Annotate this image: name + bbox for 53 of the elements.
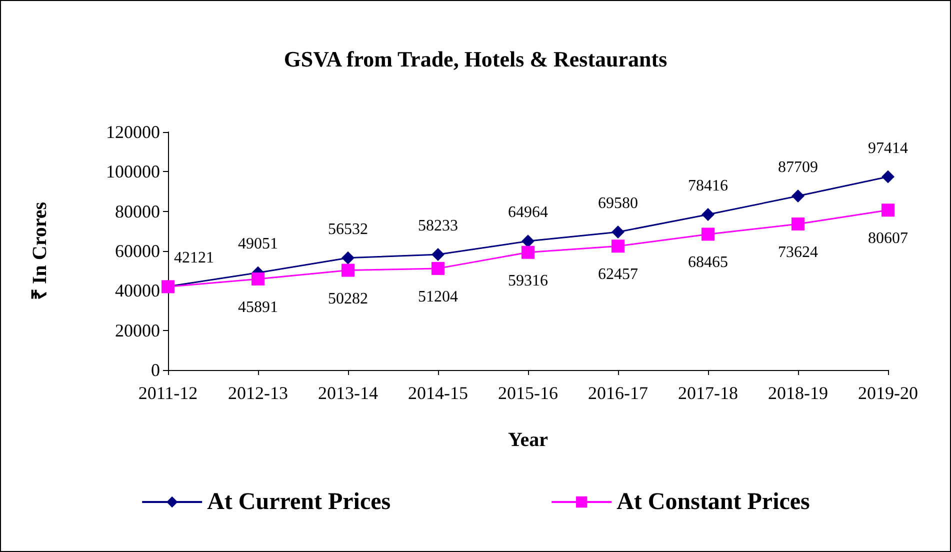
data-label: 59316 [508,272,548,290]
y-tick-label: 120000 [106,122,160,142]
point [702,208,714,221]
data-label: 80607 [868,230,908,248]
data-label: 64964 [508,204,548,222]
y-tick-label: 80000 [115,201,160,222]
data-label: 97414 [868,140,908,157]
x-tick-label: 2017-18 [678,383,738,403]
point [612,226,624,238]
data-label: 42121 [174,249,214,266]
y-tick-label: 0 [151,360,160,380]
x-tick-label: 2015-16 [498,383,558,403]
point [882,204,894,217]
y-tick-label: 100000 [106,162,160,182]
x-tick-label: 2011-12 [138,383,198,403]
x-axis-title: Year [508,429,548,451]
point [342,264,354,277]
point [792,217,804,230]
data-label: 58233 [418,218,458,235]
x-tick-label: 2012-13 [228,383,288,403]
data-label: 56532 [328,220,368,238]
data-label: 50282 [328,290,368,308]
data-label: 78416 [688,177,728,194]
x-tick-label: 2018-19 [768,383,828,403]
legend-label: At Current Prices [207,489,391,515]
data-label: 73624 [778,244,818,261]
x-tick-label: 2019-20 [858,383,918,403]
data-label: 62457 [598,266,638,284]
data-label: 68465 [688,254,728,272]
point [792,190,804,203]
y-axis-title: ₹ In Crores [29,202,51,300]
x-tick-label: 2016-17 [588,383,648,403]
y-tick-label: 60000 [115,241,160,261]
point [612,240,624,253]
data-label: 49051 [238,236,278,253]
x-tick-label: 2013-14 [318,383,378,403]
data-label: 51204 [418,288,458,306]
point [252,272,264,286]
legend-label: At Constant Prices [616,489,810,515]
point [432,248,444,262]
y-tick-label: 40000 [115,280,160,301]
y-tick-label: 20000 [115,320,160,340]
data-label: 87709 [778,159,818,176]
point [522,246,534,259]
point [432,262,444,275]
point [522,234,534,248]
point [342,251,354,264]
data-label: 45891 [238,298,278,316]
x-tick-label: 2014-15 [408,383,468,403]
point [702,228,714,241]
point [882,170,894,184]
chart-title: GSVA from Trade, Hotels & Restaurants [284,46,668,72]
data-label: 69580 [598,195,638,212]
